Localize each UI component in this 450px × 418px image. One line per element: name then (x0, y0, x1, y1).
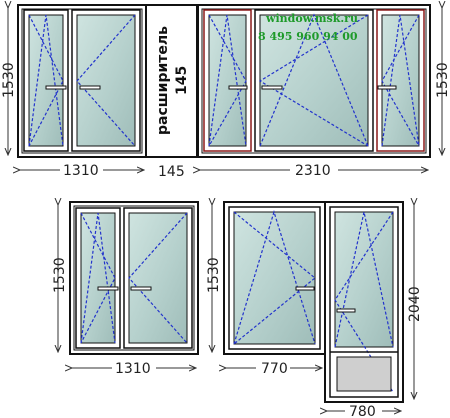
top-right-sash-2 (254, 9, 374, 152)
handle-icon (295, 286, 315, 291)
balcony-window (223, 201, 326, 355)
balcony-door-width-dim: 780 (327, 404, 401, 418)
svg-text:780: 780 (349, 404, 376, 418)
top-left-sash-1 (23, 9, 69, 152)
handle-icon (336, 308, 356, 313)
balcony-window-height-dim: 1530 (206, 205, 222, 352)
brand-phone: 8 495 960 94 00 (258, 30, 358, 43)
handle-icon (228, 85, 248, 90)
svg-text:2310: 2310 (295, 163, 331, 179)
svg-text:1310: 1310 (63, 163, 99, 179)
svg-text:145: 145 (158, 164, 185, 180)
expander-width-dim: 145 (158, 164, 185, 180)
handle-icon (97, 286, 119, 291)
top-left-sash-2 (71, 9, 141, 152)
svg-text:1530: 1530 (435, 62, 450, 98)
svg-text:1530: 1530 (52, 257, 68, 293)
bottom-left-window (69, 201, 199, 355)
top-right-width-dim: 2310 (200, 163, 428, 179)
handle-icon (130, 286, 152, 291)
balcony-door (324, 201, 404, 403)
expander-value: 145 (174, 66, 190, 95)
bottom-left-width-dim: 1310 (72, 361, 196, 377)
top-left-window (17, 4, 147, 158)
svg-text:2040: 2040 (407, 286, 423, 322)
bottom-left-sash-1 (75, 207, 121, 349)
handle-icon (261, 85, 283, 90)
svg-text:1530: 1530 (206, 257, 222, 293)
expander-label: расширитель (155, 26, 171, 135)
svg-text:1530: 1530 (1, 62, 17, 98)
svg-text:1310: 1310 (115, 361, 151, 377)
handle-icon (79, 85, 101, 90)
bottom-left-height-dim: 1530 (52, 205, 68, 352)
balcony-window-width-dim: 770 (226, 361, 322, 377)
top-left-width-dim: 1310 (20, 163, 144, 179)
svg-text:770: 770 (261, 361, 288, 377)
top-left-height-dim: 1530 (1, 8, 17, 155)
brand-site: window.msk.ru (265, 12, 358, 25)
bottom-left-sash-2 (123, 207, 193, 349)
top-right-window: window.msk.ru 8 495 960 94 00 (197, 4, 431, 158)
expander: расширитель 145 (145, 4, 198, 158)
door-panel (336, 356, 392, 392)
top-right-sash-3 (376, 9, 425, 152)
top-right-height-dim: 1530 (435, 8, 450, 155)
top-right-sash-1 (203, 9, 252, 152)
balcony-door-height-dim: 2040 (407, 205, 423, 399)
handle-icon (377, 85, 397, 90)
handle-icon (45, 85, 67, 90)
